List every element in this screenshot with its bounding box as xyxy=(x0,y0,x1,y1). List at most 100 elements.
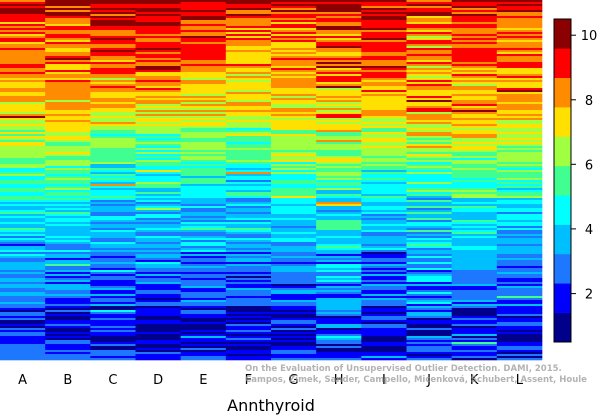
heatmap-cell xyxy=(90,156,136,159)
heatmap-cell xyxy=(90,300,136,303)
heatmap-cell xyxy=(225,344,272,347)
heatmap-cell xyxy=(135,68,181,71)
heatmap-cell xyxy=(316,278,362,281)
heatmap-cell xyxy=(225,78,272,81)
heatmap-cell xyxy=(225,84,272,87)
heatmap-cell xyxy=(271,344,317,347)
heatmap-cell xyxy=(451,80,498,83)
heatmap-cell xyxy=(180,32,227,35)
heatmap-cell xyxy=(316,290,362,293)
heatmap-cell xyxy=(361,96,407,99)
heatmap-cell xyxy=(406,144,452,147)
heatmap-cell xyxy=(316,244,362,247)
heatmap-cell xyxy=(135,250,181,253)
heatmap-cell xyxy=(135,66,181,69)
heatmap-cell xyxy=(316,294,362,297)
heatmap-cell xyxy=(45,52,91,55)
heatmap-cell xyxy=(0,226,46,229)
heatmap-cell xyxy=(180,164,227,167)
heatmap-cell xyxy=(225,302,272,305)
heatmap-cell xyxy=(406,260,452,263)
heatmap-cell xyxy=(135,92,181,95)
heatmap-cell xyxy=(225,246,272,249)
heatmap-cell xyxy=(225,278,272,281)
heatmap-cell xyxy=(180,330,227,333)
heatmap-cell xyxy=(0,326,46,329)
heatmap-cell xyxy=(135,350,181,353)
heatmap-cell xyxy=(90,56,136,59)
heatmap-cell xyxy=(316,166,362,169)
heatmap-cell xyxy=(0,10,46,13)
heatmap-cell xyxy=(45,164,91,167)
heatmap-cell xyxy=(316,136,362,139)
heatmap-cell xyxy=(0,234,46,237)
heatmap-cell xyxy=(0,356,46,359)
heatmap-cell xyxy=(361,126,407,129)
heatmap-cell xyxy=(361,122,407,125)
heatmap-cell xyxy=(225,294,272,297)
heatmap-cell xyxy=(271,106,317,109)
heatmap-cell xyxy=(225,356,272,359)
heatmap-cell xyxy=(180,112,227,115)
heatmap-cell xyxy=(451,188,498,191)
heatmap-cell xyxy=(271,166,317,169)
heatmap-cell xyxy=(45,86,91,89)
heatmap-cell xyxy=(406,206,452,209)
heatmap-cell xyxy=(271,260,317,263)
heatmap-cell xyxy=(406,12,452,15)
heatmap-cell xyxy=(451,240,498,243)
heatmap-cell xyxy=(180,160,227,163)
heatmap-cell xyxy=(225,80,272,83)
heatmap-cell xyxy=(271,316,317,319)
heatmap-cell xyxy=(90,8,136,11)
heatmap-cell xyxy=(90,144,136,147)
heatmap-cell xyxy=(361,236,407,239)
heatmap-cell xyxy=(90,36,136,39)
heatmap-cell xyxy=(361,178,407,181)
heatmap-cell xyxy=(225,330,272,333)
heatmap-cell xyxy=(90,130,136,133)
heatmap-cell xyxy=(135,226,181,229)
heatmap-cell xyxy=(135,338,181,341)
heatmap-cell xyxy=(0,152,46,155)
heatmap-cell xyxy=(225,324,272,327)
heatmap-cell xyxy=(451,202,498,205)
heatmap-cell xyxy=(90,328,136,331)
heatmap-cell xyxy=(225,178,272,181)
heatmap-cell xyxy=(451,324,498,327)
heatmap-cell xyxy=(271,286,317,289)
heatmap-cell xyxy=(90,148,136,151)
heatmap-cell xyxy=(90,304,136,307)
heatmap-cell xyxy=(361,176,407,179)
heatmap-cell xyxy=(316,58,362,61)
heatmap-cell xyxy=(45,292,91,295)
heatmap-cell xyxy=(0,314,46,317)
heatmap-cell xyxy=(271,356,317,359)
heatmap-cell xyxy=(45,252,91,255)
heatmap-cell xyxy=(135,290,181,293)
heatmap-cell xyxy=(361,26,407,29)
heatmap-cell xyxy=(406,208,452,211)
heatmap-cell xyxy=(406,34,452,37)
heatmap-cell xyxy=(361,166,407,169)
heatmap-cell xyxy=(90,316,136,319)
heatmap-cell xyxy=(316,228,362,231)
heatmap-cell xyxy=(496,172,543,175)
heatmap-cell xyxy=(361,230,407,233)
heatmap-cell xyxy=(316,296,362,299)
heatmap-cell xyxy=(271,254,317,257)
heatmap-cell xyxy=(496,212,543,215)
heatmap-cell xyxy=(180,268,227,271)
heatmap-cell xyxy=(361,276,407,279)
heatmap-cell xyxy=(271,264,317,267)
heatmap-cell xyxy=(496,236,543,239)
heatmap-cell xyxy=(316,82,362,85)
heatmap-cell xyxy=(135,294,181,297)
heatmap-cell xyxy=(271,128,317,131)
heatmap-cell xyxy=(451,64,498,67)
heatmap-cell xyxy=(225,116,272,119)
heatmap-cell xyxy=(451,12,498,15)
heatmap-cell xyxy=(451,76,498,79)
heatmap-cell xyxy=(180,26,227,29)
heatmap-cell xyxy=(406,258,452,261)
